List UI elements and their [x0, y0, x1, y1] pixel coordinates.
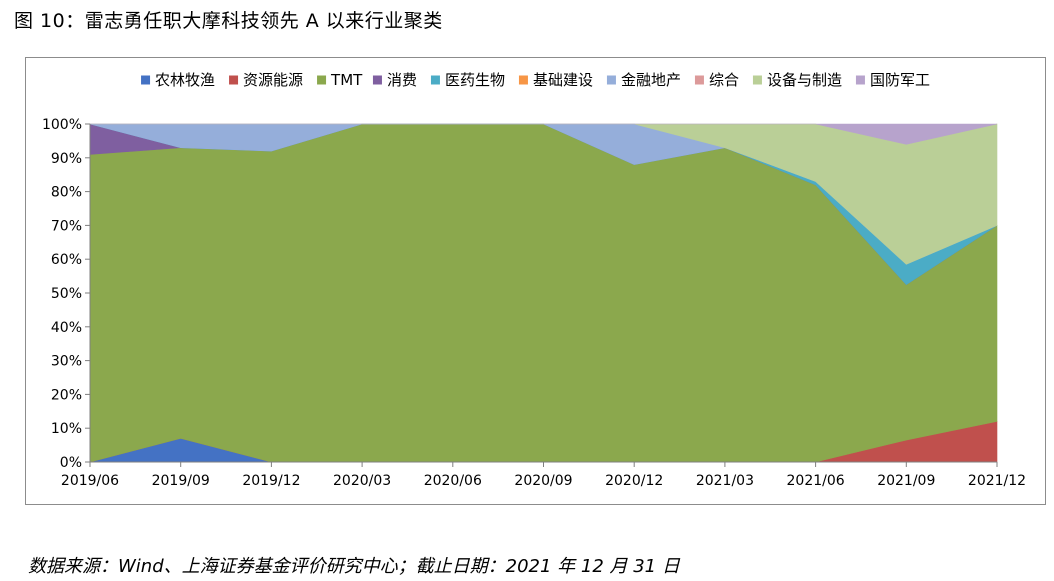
y-tick-label: 90% — [51, 151, 82, 167]
y-tick-label: 10% — [51, 421, 82, 437]
legend-label: 基础建设 — [533, 71, 593, 89]
legend-label: 设备与制造 — [767, 71, 842, 89]
x-tick-label: 2020/09 — [514, 473, 572, 489]
legend-item-0: 农林牧渔 — [141, 71, 215, 89]
legend-label: 医药生物 — [445, 71, 505, 89]
legend-item-8: 设备与制造 — [752, 71, 842, 89]
area-series-group — [89, 123, 998, 463]
y-tick-label: 70% — [51, 218, 82, 234]
legend: 农林牧渔 资源能源 TMT 消费 医药生物 基础建设 金融地产 综合 设备与制造 国防军工 — [141, 71, 930, 89]
y-tick-label: 100% — [42, 117, 82, 133]
x-tick-label: 2021/12 — [968, 473, 1026, 489]
legend-label: TMT — [330, 71, 363, 89]
legend-label: 消费 — [387, 71, 417, 89]
x-tick-label: 2019/06 — [61, 473, 119, 489]
legend-swatch — [694, 75, 704, 85]
legend-swatch — [372, 75, 382, 85]
chart-frame: 农林牧渔 资源能源 TMT 消费 医药生物 基础建设 金融地产 综合 设备与制造 国防军工 0% 1… — [25, 57, 1046, 505]
legend-label: 金融地产 — [621, 71, 681, 89]
legend-item-5: 基础建设 — [518, 71, 593, 89]
y-tick-label: 30% — [51, 354, 82, 370]
legend-swatch — [855, 75, 865, 85]
legend-item-7: 综合 — [694, 71, 739, 89]
x-tick-label: 2019/09 — [152, 473, 210, 489]
y-tick-label: 50% — [51, 286, 82, 302]
legend-swatch — [141, 75, 151, 85]
legend-item-3: 消费 — [372, 71, 417, 89]
legend-swatch — [317, 75, 327, 85]
y-tick-label: 0% — [60, 455, 82, 471]
x-tick-label: 2021/09 — [877, 473, 935, 489]
x-tick-label: 2021/03 — [696, 473, 754, 489]
x-tick-label: 2020/06 — [424, 473, 482, 489]
legend-label: 综合 — [709, 71, 739, 89]
legend-swatch — [752, 75, 762, 85]
x-tick-label: 2021/06 — [787, 473, 845, 489]
axes: 0% 10% 20% 30% 40% 50% 60% 70% 80% 90% 100% 2019/06… — [42, 117, 1026, 489]
legend-swatch — [229, 75, 239, 85]
x-tick-label: 2020/12 — [605, 473, 663, 489]
figure-title: 图 10：雷志勇任职大摩科技领先 A 以来行业聚类 — [14, 10, 443, 32]
legend-item-1: 资源能源 — [229, 71, 303, 89]
y-tick-label: 40% — [51, 320, 82, 336]
x-tick-label: 2020/03 — [333, 473, 391, 489]
y-tick-label: 20% — [51, 387, 82, 403]
stacked-area-chart: 农林牧渔 资源能源 TMT 消费 医药生物 基础建设 金融地产 综合 设备与制造 国防军工 0% 1… — [42, 71, 1026, 489]
y-tick-label: 60% — [51, 252, 82, 268]
legend-swatch — [518, 75, 528, 85]
y-tick-label: 80% — [51, 185, 82, 201]
legend-item-9: 国防军工 — [855, 71, 930, 89]
area-series-9 — [90, 123, 998, 145]
figure-source-note: 数据来源：Wind、上海证券基金评价研究中心；截止日期：2021 年 12 月 … — [28, 556, 680, 577]
legend-label: 资源能源 — [243, 71, 303, 89]
legend-item-4: 医药生物 — [430, 71, 505, 89]
legend-item-6: 金融地产 — [606, 71, 681, 89]
legend-label: 农林牧渔 — [155, 71, 215, 89]
legend-swatch — [606, 75, 616, 85]
x-tick-label: 2019/12 — [242, 473, 300, 489]
legend-label: 国防军工 — [870, 71, 930, 89]
legend-swatch — [430, 75, 440, 85]
legend-item-2: TMT — [317, 71, 363, 89]
